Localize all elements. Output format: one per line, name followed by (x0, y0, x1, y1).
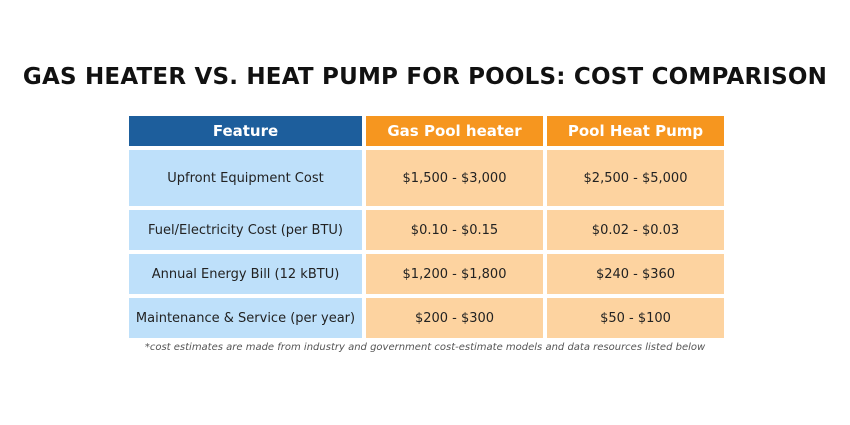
table-row: Upfront Equipment Cost $1,500 - $3,000 $2,… (129, 150, 724, 206)
feature-cell: Upfront Equipment Cost (129, 150, 362, 206)
cost-cell: $1,500 - $3,000 (366, 150, 543, 206)
column-header: Feature (129, 116, 362, 146)
cost-cell: $0.10 - $0.15 (366, 210, 543, 250)
table-row: Maintenance & Service (per year) $200 - $… (129, 298, 724, 338)
table-row: Annual Energy Bill (12 kBTU) $1,200 - $1,… (129, 254, 724, 294)
table-body: Upfront Equipment Cost $1,500 - $3,000 $2,… (129, 150, 724, 338)
column-header: Pool Heat Pump (547, 116, 724, 146)
header-row: Feature Gas Pool heater Pool Heat Pump (129, 116, 724, 146)
comparison-table: Feature Gas Pool heater Pool Heat Pump Upf… (125, 112, 728, 342)
table-row: Fuel/Electricity Cost (per BTU) $0.10 - $… (129, 210, 724, 250)
cost-cell: $240 - $360 (547, 254, 724, 294)
feature-cell: Maintenance & Service (per year) (129, 298, 362, 338)
footnote: *cost estimates are made from industry a… (144, 342, 706, 353)
title: GAS HEATER VS. HEAT PUMP FOR POOLS: COST… (22, 64, 828, 90)
column-header: Gas Pool heater (366, 116, 543, 146)
feature-cell: Annual Energy Bill (12 kBTU) (129, 254, 362, 294)
cost-cell: $200 - $300 (366, 298, 543, 338)
cost-cell: $2,500 - $5,000 (547, 150, 724, 206)
cost-cell: $50 - $100 (547, 298, 724, 338)
cost-cell: $1,200 - $1,800 (366, 254, 543, 294)
feature-cell: Fuel/Electricity Cost (per BTU) (129, 210, 362, 250)
cost-cell: $0.02 - $0.03 (547, 210, 724, 250)
